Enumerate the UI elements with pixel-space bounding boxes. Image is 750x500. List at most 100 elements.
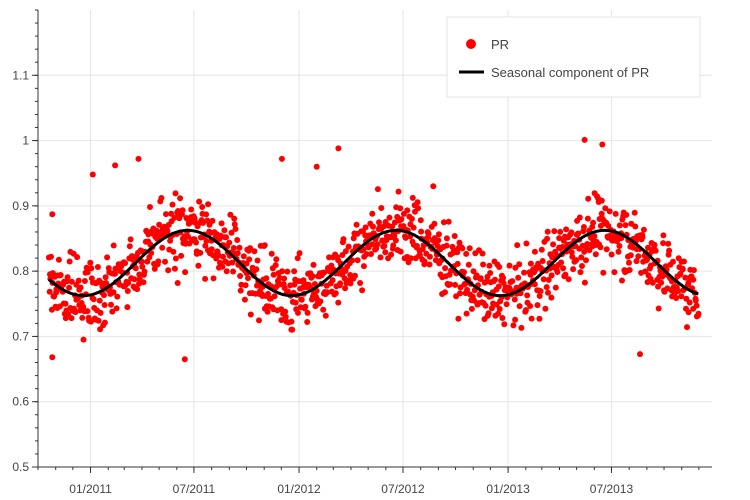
pr-point <box>512 316 519 323</box>
pr-point <box>136 271 143 278</box>
pr-point <box>660 232 667 239</box>
pr-point <box>104 254 111 261</box>
pr-point <box>230 245 237 251</box>
pr-point <box>350 235 357 242</box>
pr-point <box>223 268 230 275</box>
pr-point <box>612 210 619 217</box>
pr-point <box>185 233 192 240</box>
pr-point <box>417 217 424 224</box>
pr-point <box>562 271 569 278</box>
pr-point <box>570 266 577 273</box>
y-tick-label: 1 <box>22 134 29 148</box>
pr-point <box>178 252 185 259</box>
pr-point <box>132 265 139 272</box>
pr-point <box>227 211 234 218</box>
pr-point <box>550 241 557 248</box>
pr-point <box>378 205 385 211</box>
legend-seasonal-label: Seasonal component of PR <box>491 65 649 80</box>
pr-point <box>499 315 506 321</box>
pr-point <box>170 248 177 255</box>
pr-point <box>512 264 519 271</box>
pr-point <box>685 279 692 286</box>
pr-point <box>151 265 158 272</box>
pr-point <box>416 252 423 259</box>
pr-point <box>172 190 179 197</box>
pr-point <box>49 354 56 361</box>
pr-point <box>635 253 642 260</box>
pr-point <box>135 155 142 162</box>
pr-point <box>655 305 662 312</box>
pr-point <box>278 317 285 324</box>
y-tick-label: 0.9 <box>12 199 29 213</box>
pr-point <box>407 255 414 262</box>
pr-point <box>645 244 651 251</box>
pr-point <box>234 250 241 257</box>
pr-point <box>599 141 606 148</box>
pr-point <box>141 268 148 275</box>
x-tick-label: 07/2013 <box>590 482 634 496</box>
pr-point <box>369 241 376 248</box>
x-tick-label: 01/2011 <box>69 482 112 496</box>
pr-point <box>101 319 108 326</box>
pr-point <box>479 250 486 257</box>
pr-point <box>579 263 585 269</box>
pr-point <box>470 268 477 275</box>
pr-point <box>196 198 203 205</box>
pr-point <box>495 283 502 290</box>
pr-point <box>619 277 625 284</box>
pr-point <box>573 257 580 264</box>
pr-point <box>390 242 397 249</box>
pr-point <box>392 237 399 244</box>
pr-point <box>506 262 513 269</box>
pr-point <box>518 324 525 331</box>
pr-point <box>568 249 575 256</box>
pr-point <box>639 234 646 241</box>
x-axis-ticks: 01/2011 07/2011 01/2012 07/2012 01/2013 07/20… <box>37 467 700 496</box>
pr-point <box>552 284 559 291</box>
pr-point <box>440 219 447 226</box>
pr-point <box>651 241 658 248</box>
pr-point <box>68 278 75 285</box>
x-tick-label: 07/2011 <box>173 482 216 496</box>
pr-point <box>256 317 262 324</box>
pr-point <box>565 276 572 283</box>
pr-point <box>598 210 605 217</box>
pr-point <box>294 255 301 262</box>
pr-point <box>126 243 133 250</box>
pr-point <box>218 220 225 227</box>
pr-point <box>374 186 381 193</box>
pr-point <box>66 284 73 291</box>
pr-point <box>229 259 236 266</box>
pr-point <box>292 299 299 306</box>
pr-point <box>670 258 676 265</box>
pr-point <box>295 309 301 316</box>
pr-point <box>516 303 523 310</box>
pr-point <box>616 222 623 229</box>
pr-point <box>451 233 458 239</box>
pr-point <box>408 215 415 222</box>
pr-point <box>563 226 570 233</box>
pr-point <box>124 288 131 294</box>
pr-point <box>391 232 398 239</box>
pr-point <box>202 275 209 282</box>
y-tick-label: 0.5 <box>12 460 29 474</box>
pr-point <box>298 296 305 303</box>
pr-point <box>679 266 686 273</box>
pr-point <box>386 214 393 221</box>
pr-point <box>486 262 493 269</box>
pr-point <box>129 256 136 263</box>
pr-point <box>426 261 433 268</box>
pr-point <box>495 310 502 317</box>
pr-point <box>409 194 416 201</box>
pr-point <box>261 242 268 249</box>
pr-point <box>522 307 529 314</box>
pr-point <box>464 286 471 293</box>
pr-point <box>97 309 104 316</box>
pr-point <box>208 246 215 253</box>
pr-point <box>527 260 534 267</box>
pr-point <box>320 306 327 313</box>
pr-point <box>102 274 109 281</box>
pr-point <box>195 262 202 269</box>
pr-point <box>64 274 71 281</box>
pr-point <box>162 258 168 265</box>
